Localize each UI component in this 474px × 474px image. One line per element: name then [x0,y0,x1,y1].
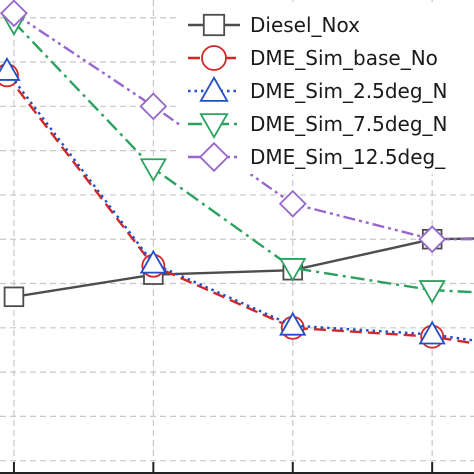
legend-item: Diesel_Nox [188,13,360,37]
legend-label: DME_Sim_7.5deg_N [250,112,448,136]
data-point [0,56,21,81]
data-point [418,280,446,305]
legend-marker [202,13,226,37]
legend: Diesel_Nox DME_Sim_base_No DME_Sim_2.5deg_… [180,2,474,174]
series-0 [3,228,474,308]
legend-item: DME_Sim_12.5deg_ [188,141,446,173]
data-point [3,286,25,308]
data-point [139,92,168,121]
legend-item: DME_Sim_2.5deg_N [188,75,448,103]
axes [0,462,474,474]
legend-background [180,2,474,174]
data-point [418,225,447,254]
data-point [279,311,307,336]
legend-item: DME_Sim_7.5deg_N [188,112,448,140]
series-4 [0,0,474,254]
data-point [278,189,307,218]
legend-label: DME_Sim_base_No [250,46,438,70]
plot-area [0,0,474,349]
legend-marker [199,75,229,102]
data-point [0,0,28,28]
legend-label: Diesel_Nox [250,13,360,37]
data-point [139,249,168,274]
legend-marker [201,45,227,71]
series-2 [0,56,474,345]
series-line [13,237,474,298]
legend-label: DME_Sim_2.5deg_N [250,79,448,103]
data-point [139,158,168,183]
legend-label: DME_Sim_12.5deg_ [250,145,446,169]
data-point [418,320,446,345]
legend-item: DME_Sim_base_No [188,45,438,71]
legend-marker [198,141,230,173]
data-point [279,258,307,282]
legend-marker [199,113,229,140]
